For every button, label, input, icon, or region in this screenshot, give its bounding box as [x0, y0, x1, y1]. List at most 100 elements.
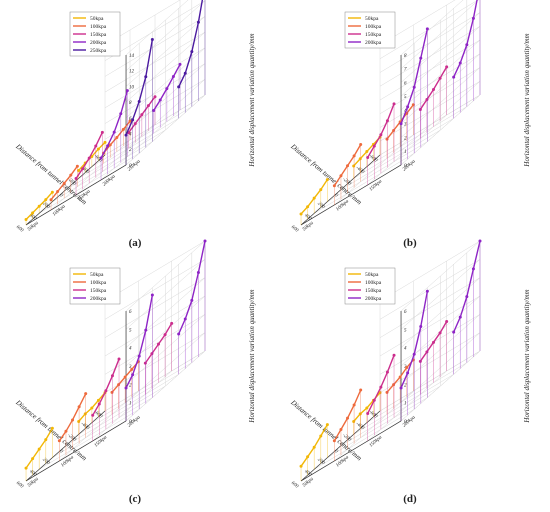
100kpa-point [84, 392, 88, 396]
floor-grid-line [314, 153, 415, 214]
50kpa-point [312, 196, 316, 200]
50kpa-point [83, 412, 87, 416]
150kpa-point [445, 320, 449, 323]
z-tick-label: 8 [404, 54, 407, 59]
100kpa-point [352, 154, 356, 158]
z-tick-label: 14 [129, 54, 135, 59]
50kpa-point [319, 434, 323, 438]
legend-label: 100kpa [365, 24, 382, 30]
legend-label: 100kpa [90, 280, 107, 286]
100kpa-point [385, 390, 389, 394]
100kpa-point [359, 388, 363, 392]
z-tick-label: 6 [129, 310, 132, 315]
z-tick-label: 0 [129, 420, 132, 425]
50kpa-point [325, 178, 329, 182]
50kpa-point [299, 464, 303, 468]
100kpa-point [398, 375, 402, 379]
x-tick-label: 0 [58, 193, 64, 199]
panel-label: (b) [403, 237, 417, 249]
150kpa-point [438, 76, 442, 80]
floor-grid-line [91, 362, 192, 423]
200kpa-point [419, 56, 423, 60]
100kpa-point [71, 418, 75, 422]
100kpa-point [346, 164, 350, 168]
legend-label: 150kpa [365, 288, 382, 294]
150kpa-point [385, 370, 389, 374]
x-tick-label: -400 [80, 421, 91, 431]
200kpa-point [150, 293, 154, 297]
wall-grid-line [379, 81, 481, 142]
x-tick-label: 0 [333, 449, 339, 455]
50kpa-point [365, 406, 369, 410]
100kpa-point [359, 143, 363, 147]
100kpa-point [352, 403, 356, 407]
50kpa-point [312, 445, 316, 449]
z-tick-label: 2 [404, 136, 407, 141]
50kpa-point [103, 140, 107, 144]
z-tick-label: 0 [404, 420, 407, 425]
legend-label: 200kpa [90, 296, 107, 302]
wall-grid-line [379, 12, 481, 73]
150kpa-point [87, 156, 91, 160]
floor-grid-line [314, 409, 415, 470]
50kpa-point [306, 455, 310, 459]
200kpa-point [406, 371, 410, 375]
legend-label: 200kpa [90, 40, 107, 46]
150kpa-point [153, 95, 157, 99]
x-tick-label: 600 [290, 225, 299, 234]
150kpa-point [392, 353, 396, 357]
100kpa-point [62, 181, 66, 185]
150kpa-point [425, 350, 429, 354]
50kpa-point [37, 204, 41, 208]
z-tick-label: 8 [129, 101, 132, 106]
100kpa-point [75, 164, 79, 168]
200kpa-point [112, 130, 116, 134]
50kpa-point [358, 157, 362, 161]
200kpa-point [190, 298, 194, 302]
50kpa-point [352, 419, 356, 423]
150kpa-point [432, 88, 436, 92]
50kpa-point [299, 212, 303, 216]
x-axis-title: Distance from tunnel centre/mm [289, 142, 364, 207]
wall-grid-line [379, 53, 481, 114]
200kpa-point [458, 61, 462, 65]
200kpa-point [99, 156, 103, 160]
200kpa-point [478, 239, 482, 243]
legend-label: 50kpa [90, 16, 104, 22]
50kpa-point [50, 190, 54, 194]
depth-axis-line [300, 420, 402, 482]
200kpa-point [203, 239, 207, 243]
100kpa-point [130, 367, 134, 371]
z-tick-label: 4 [129, 133, 132, 138]
x-tick-label: -600 [368, 410, 379, 420]
100kpa-point [123, 375, 127, 379]
200kpa-point [425, 27, 429, 31]
wall-grid-line [104, 295, 206, 357]
depth-tick-label: 100kpa [335, 199, 350, 213]
legend-label: 50kpa [90, 272, 104, 278]
200kpa-point [119, 112, 123, 116]
wall-grid-line [379, 39, 481, 101]
100kpa-point [108, 143, 112, 147]
150kpa-point [438, 331, 442, 335]
100kpa-point [339, 174, 343, 178]
200kpa-point [183, 317, 187, 321]
z-tick-label: 2 [129, 148, 132, 153]
100kpa-point [405, 365, 409, 369]
z-tick-label: 1 [404, 150, 407, 155]
200kpa-point [425, 289, 429, 293]
wall-grid-line [104, 240, 206, 302]
legend-label: 50kpa [365, 16, 379, 22]
z-tick-label: 7 [404, 68, 407, 73]
150kpa-point [143, 361, 147, 365]
depth-axis-line [300, 164, 402, 226]
50kpa-point [50, 426, 54, 430]
200kpa-point [458, 315, 462, 319]
200kpa-point [412, 85, 416, 89]
50kpa-point [365, 150, 369, 154]
200kpa-point [196, 270, 200, 274]
z-tick-label: 1 [404, 402, 407, 407]
